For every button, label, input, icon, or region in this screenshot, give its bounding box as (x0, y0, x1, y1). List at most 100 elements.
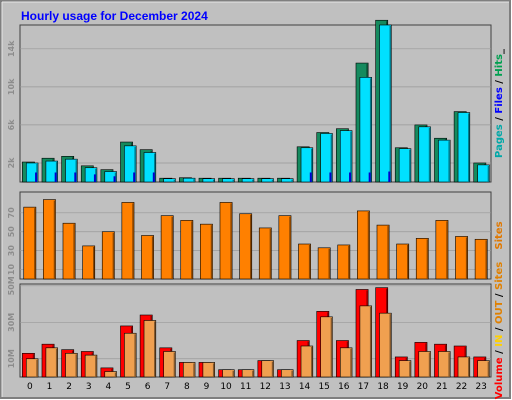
x-tick-label: 18 (377, 382, 389, 392)
pages-files-hits-bar-pages (35, 172, 38, 182)
pages-files-hits-bar-pages (329, 172, 332, 182)
sites-ytick-label: 70 (7, 207, 16, 219)
volume-legend: Volume / IN / OUT / Sites (494, 262, 505, 399)
sites-bar (278, 215, 292, 280)
pages-files-hits-legend: Pages / Files / Hits_ (494, 49, 505, 158)
x-tick-label: 11 (240, 382, 251, 392)
volume-bar-out (65, 352, 78, 378)
volume-bar-out (320, 316, 333, 378)
pages-files-hits-bar-files (222, 178, 235, 183)
sites-bar (101, 231, 115, 280)
sites-bar (415, 238, 429, 280)
sites-bar (160, 215, 174, 280)
pages-files-hits-ytick-label: 10k (7, 78, 16, 95)
x-tick-label: 3 (86, 382, 92, 392)
pages-files-hits-plot-area (19, 24, 492, 183)
x-tick-label: 15 (318, 382, 329, 392)
volume-panel: 10M 30M 50M Volume / IN / OUT / Sites (7, 262, 505, 399)
pages-files-hits-bar-files (241, 178, 255, 183)
pages-files-hits-legend-part: Hits (494, 54, 505, 77)
volume-bar-out (359, 305, 372, 378)
x-tick-label: 0 (27, 382, 33, 392)
sites-bar (239, 213, 253, 280)
sites-bar (141, 235, 154, 280)
sites-bar (357, 210, 370, 280)
x-tick-label: 17 (358, 382, 369, 392)
volume-legend-part: IN (494, 335, 505, 347)
volume-bar-out (163, 351, 176, 378)
sites-bar (23, 206, 37, 280)
volume-bar-out (457, 356, 471, 378)
x-tick-label: 13 (279, 382, 290, 392)
sites-bar (337, 244, 351, 280)
x-tick-label: 22 (456, 382, 467, 392)
pages-files-hits-ytick-label: 14k (7, 40, 16, 57)
sites-bar (43, 199, 56, 280)
sites-bar (396, 243, 410, 280)
sites-panel: 10 30 50 70 Sites (7, 191, 505, 280)
volume-bar-out (45, 347, 58, 378)
pages-files-hits-bar-files (182, 177, 196, 183)
x-tick-label: 20 (417, 382, 429, 392)
x-tick-label: 14 (299, 382, 311, 392)
pages-files-hits-bar-pages (93, 174, 96, 182)
volume-ytick-label: 50M (7, 276, 16, 295)
pages-files-hits-bar-pages (54, 172, 57, 182)
sites-bar (258, 227, 272, 280)
pages-files-hits-bar-files (261, 178, 274, 183)
volume-bar-out (84, 354, 98, 378)
sites-bar (435, 220, 449, 280)
x-tick-label: 2 (66, 382, 72, 392)
pages-files-hits-bar-files (398, 148, 412, 183)
sites-bar (317, 247, 331, 280)
pages-files-hits-ytick-label: 6k (7, 119, 16, 131)
pages-files-hits-bar-pages (368, 172, 371, 182)
pages-files-hits-bar-files (379, 24, 392, 183)
volume-bar-out (241, 369, 255, 378)
pages-files-hits-bar-pages (113, 176, 116, 182)
volume-legend-part: / (494, 324, 505, 335)
x-tick-label: 21 (436, 382, 447, 392)
pages-files-hits-bar-pages (133, 172, 136, 182)
sites-bar (455, 236, 468, 280)
volume-legend-part: Volume (494, 357, 505, 399)
x-tick-label: 1 (47, 382, 53, 392)
pages-files-hits-bar-files (359, 77, 372, 183)
pages-files-hits-bar-files (281, 178, 294, 183)
sites-bar (82, 245, 96, 280)
volume-bar-out (477, 360, 490, 378)
sites-bar (62, 222, 76, 280)
volume-bar-out (398, 360, 412, 378)
pages-files-hits-bar-files (202, 178, 215, 183)
volume-bar-out (222, 369, 235, 378)
sites-bar (200, 223, 213, 280)
x-tick-label: 7 (164, 382, 170, 392)
volume-bar-out (418, 351, 431, 378)
volume-bar-out (300, 345, 314, 378)
volume-bar-out (143, 320, 157, 378)
pages-files-hits-bar-files (457, 112, 471, 183)
volume-bar-out (182, 362, 196, 378)
volume-bar-out (339, 347, 353, 378)
pages-files-hits-bar-pages (388, 171, 391, 182)
pages-files-hits-bar-files (438, 139, 451, 183)
sites-bar (121, 202, 135, 280)
x-tick-label: 6 (145, 382, 151, 392)
pages-files-hits-ytick-label: 2k (7, 157, 16, 169)
volume-legend-part: / (494, 347, 505, 358)
sites-ytick-label: 50 (7, 226, 16, 238)
sites-bar (180, 220, 194, 280)
x-tick-label: 12 (260, 382, 271, 392)
sites-bar (298, 243, 311, 280)
sites-bar (474, 238, 488, 280)
x-tick-label: 4 (105, 382, 111, 392)
x-tick-label: 10 (220, 382, 232, 392)
pages-files-hits-bar-files (418, 126, 431, 183)
pages-files-hits-bar-pages (309, 172, 312, 182)
volume-bar-out (202, 362, 215, 378)
volume-bar-out (438, 351, 451, 378)
volume-bar-out (124, 332, 137, 378)
